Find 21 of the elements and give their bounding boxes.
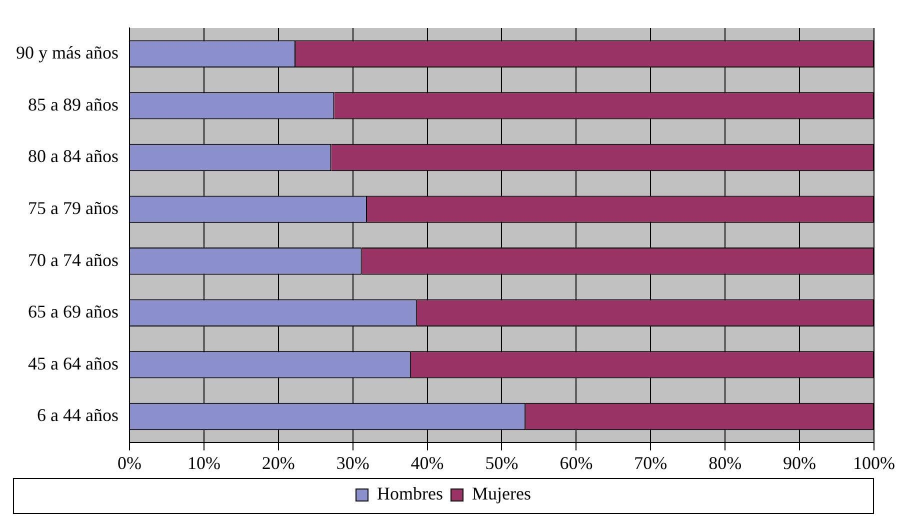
- x-tick-label: 90%: [783, 452, 816, 473]
- x-tick-label: 80%: [708, 452, 742, 473]
- x-tick-label: 20%: [262, 452, 295, 473]
- x-tick-label: 100%: [853, 452, 895, 473]
- x-tick-label: 60%: [560, 452, 593, 473]
- y-tick-label: 70 a 74 años: [28, 250, 118, 270]
- y-tick-label: 45 a 64 años: [28, 353, 118, 374]
- x-tick-label: 30%: [336, 452, 370, 473]
- y-tick-label: 85 a 89 años: [28, 94, 118, 114]
- y-tick-label: 65 a 69 años: [28, 302, 118, 322]
- x-tick-label: 40%: [410, 452, 444, 473]
- y-tick-label: 90 y más años: [16, 42, 118, 63]
- x-tick-label: 70%: [634, 452, 668, 473]
- y-tick-label: 75 a 79 años: [28, 198, 118, 218]
- y-tick-label: 6 a 44 años: [37, 405, 118, 426]
- y-tick-label: 80 a 84 años: [28, 146, 118, 166]
- x-tick-label: 10%: [187, 452, 220, 473]
- legend-label: Mujeres: [472, 484, 531, 504]
- x-tick-label: 0%: [117, 452, 142, 473]
- legend-label: Hombres: [377, 484, 444, 504]
- x-tick-label: 50%: [485, 452, 518, 473]
